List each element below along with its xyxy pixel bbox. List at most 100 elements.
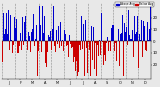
Bar [74, 41, 75, 57]
Bar [40, 25, 41, 41]
Bar [11, 40, 12, 41]
Bar [136, 32, 137, 41]
Bar [122, 15, 123, 41]
Bar [27, 41, 28, 50]
Bar [91, 25, 92, 41]
Bar [71, 41, 72, 48]
Bar [113, 25, 114, 41]
Bar [39, 6, 40, 41]
Bar [97, 41, 98, 45]
Bar [137, 16, 138, 41]
Bar [22, 17, 23, 41]
Bar [135, 34, 136, 41]
Bar [150, 6, 151, 41]
Bar [124, 38, 125, 41]
Bar [133, 39, 134, 41]
Bar [26, 40, 27, 41]
Bar [43, 38, 44, 41]
Bar [148, 40, 149, 41]
Bar [8, 10, 9, 41]
Bar [102, 41, 103, 42]
Bar [19, 41, 20, 46]
Bar [51, 41, 52, 50]
Bar [85, 20, 86, 41]
Bar [103, 41, 104, 65]
Bar [92, 41, 93, 60]
Bar [73, 41, 74, 62]
Bar [56, 30, 57, 41]
Bar [52, 29, 53, 41]
Legend: Above Avg, Below Avg: Above Avg, Below Avg [115, 2, 154, 7]
Bar [111, 28, 112, 41]
Bar [149, 29, 150, 41]
Bar [132, 30, 133, 41]
Bar [107, 37, 108, 41]
Bar [13, 41, 14, 45]
Bar [141, 20, 142, 41]
Bar [93, 27, 94, 41]
Bar [68, 41, 69, 57]
Bar [134, 16, 135, 41]
Bar [12, 41, 13, 53]
Bar [123, 41, 124, 76]
Bar [106, 41, 107, 43]
Bar [66, 41, 67, 46]
Bar [77, 41, 78, 76]
Bar [95, 41, 96, 43]
Bar [15, 28, 16, 41]
Bar [115, 41, 116, 43]
Bar [79, 41, 80, 45]
Bar [112, 25, 113, 41]
Bar [89, 41, 90, 50]
Bar [104, 41, 105, 55]
Bar [86, 41, 87, 48]
Bar [70, 41, 71, 44]
Bar [131, 33, 132, 41]
Bar [42, 6, 43, 41]
Bar [30, 41, 31, 52]
Bar [47, 41, 48, 52]
Bar [53, 6, 54, 41]
Bar [10, 15, 11, 41]
Bar [84, 41, 85, 76]
Bar [126, 27, 127, 41]
Bar [109, 41, 110, 42]
Bar [120, 34, 121, 41]
Bar [145, 41, 146, 50]
Bar [28, 32, 29, 41]
Bar [94, 41, 95, 69]
Bar [138, 41, 139, 68]
Bar [99, 40, 100, 41]
Bar [125, 32, 126, 41]
Bar [17, 41, 18, 53]
Bar [143, 21, 144, 41]
Bar [119, 41, 120, 66]
Bar [25, 41, 26, 48]
Bar [127, 41, 128, 45]
Bar [65, 34, 66, 41]
Bar [96, 41, 97, 76]
Bar [4, 34, 5, 41]
Bar [23, 31, 24, 41]
Bar [87, 31, 88, 41]
Bar [144, 41, 145, 46]
Bar [110, 41, 111, 51]
Bar [81, 16, 82, 41]
Bar [55, 41, 56, 52]
Bar [31, 32, 32, 41]
Bar [29, 36, 30, 41]
Bar [64, 30, 65, 41]
Bar [90, 41, 91, 76]
Bar [9, 41, 10, 50]
Bar [18, 41, 19, 53]
Bar [118, 29, 119, 41]
Bar [54, 41, 55, 46]
Bar [60, 22, 61, 41]
Bar [147, 22, 148, 41]
Bar [80, 41, 81, 64]
Bar [48, 35, 49, 41]
Bar [88, 41, 89, 42]
Bar [61, 41, 62, 46]
Bar [33, 14, 34, 41]
Bar [76, 41, 77, 61]
